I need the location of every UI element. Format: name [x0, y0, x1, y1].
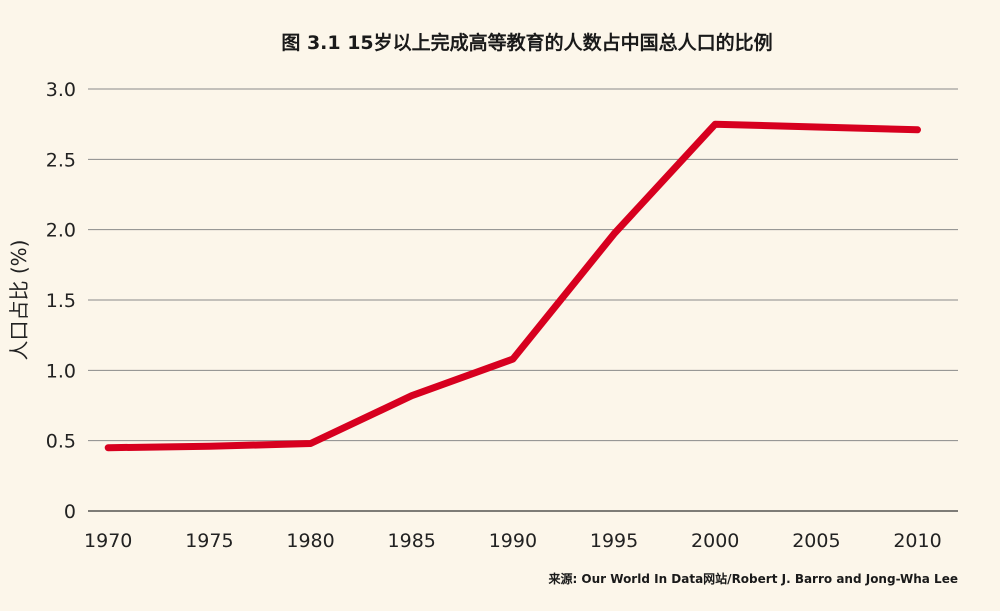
y-tick-label: 1.5 [46, 290, 76, 312]
grid-lines [88, 88, 958, 442]
y-tick-labels: 0 0.5 1.0 1.5 2.0 2.5 3.0 [46, 79, 76, 523]
y-tick-label: 2.5 [46, 149, 76, 171]
y-tick-label: 3.0 [46, 79, 76, 101]
chart-title: 图 3.1 15岁以上完成高等教育的人数占中国总人口的比例 [281, 31, 772, 54]
x-tick-labels: 1970 1975 1980 1985 1990 1995 2000 2005 2010 [84, 530, 942, 552]
x-tick-label: 1995 [590, 530, 638, 552]
y-tick-label: 0 [64, 501, 76, 523]
y-axis-label: 人口占比 (%) [7, 240, 31, 361]
series-line [104, 120, 921, 452]
x-tick-label: 2010 [893, 530, 941, 552]
x-tick-label: 1990 [489, 530, 537, 552]
series-group [104, 120, 921, 452]
x-tick-label: 1975 [185, 530, 233, 552]
source-note: 来源: Our World In Data网站/Robert J. Barro … [547, 571, 958, 586]
x-tick-label: 2005 [792, 530, 840, 552]
x-tick-label: 1985 [388, 530, 436, 552]
y-tick-label: 1.0 [46, 360, 76, 382]
x-tick-label: 1970 [84, 530, 132, 552]
x-tick-label: 2000 [691, 530, 739, 552]
y-tick-label: 2.0 [46, 220, 76, 242]
y-tick-label: 0.5 [46, 431, 76, 453]
x-tick-label: 1980 [286, 530, 334, 552]
